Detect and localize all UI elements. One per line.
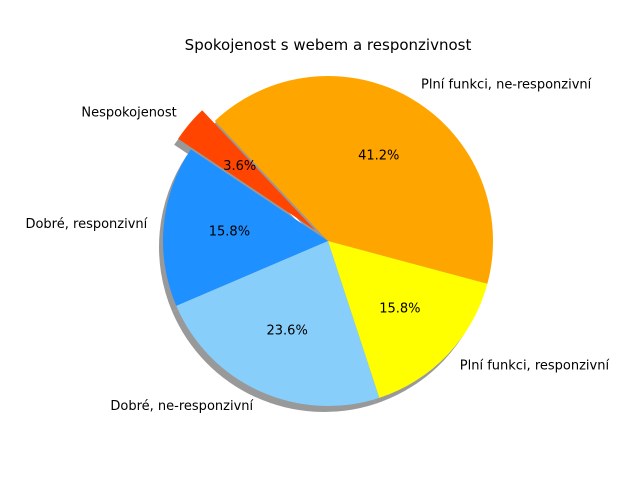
pie-slice-dobre-ne-responzivni [176, 241, 380, 407]
slice-label-dobre-responzivni: Dobré, responzivní [25, 217, 147, 232]
pct-label-plni-funkci-responzivni: 15.8% [379, 302, 420, 317]
pct-label-dobre-responzivni: 15.8% [209, 224, 250, 239]
pct-label-dobre-ne-responzivni: 23.6% [267, 324, 308, 339]
pie-slice-plni-funkci-responzivni [328, 241, 488, 398]
pie-slice-plni-funkci-ne-responzivni [214, 76, 494, 284]
pct-label-nespokojenost: 3.6% [223, 159, 256, 174]
pct-label-plni-funkci-ne-responzivni: 41.2% [358, 149, 399, 164]
slice-label-plni-funkci-ne-responzivni: Plní funkci, ne-responzivní [421, 78, 592, 93]
slice-label-dobre-ne-responzivni: Dobré, ne-responzivní [110, 399, 253, 414]
label-layer: 41.2% Plní funkci, ne-responzivní 3.6% Nesp… [25, 78, 609, 414]
pie-slice-nespokojenost [178, 110, 316, 231]
slice-layer [163, 76, 494, 407]
pie-slice-dobre-responzivni [163, 149, 328, 306]
slice-label-nespokojenost: Nespokojenost [81, 106, 176, 121]
chart-title: Spokojenost s webem a responzivnost [185, 36, 472, 54]
slice-label-plni-funkci-responzivni: Plní funkci, responzivní [460, 358, 610, 373]
